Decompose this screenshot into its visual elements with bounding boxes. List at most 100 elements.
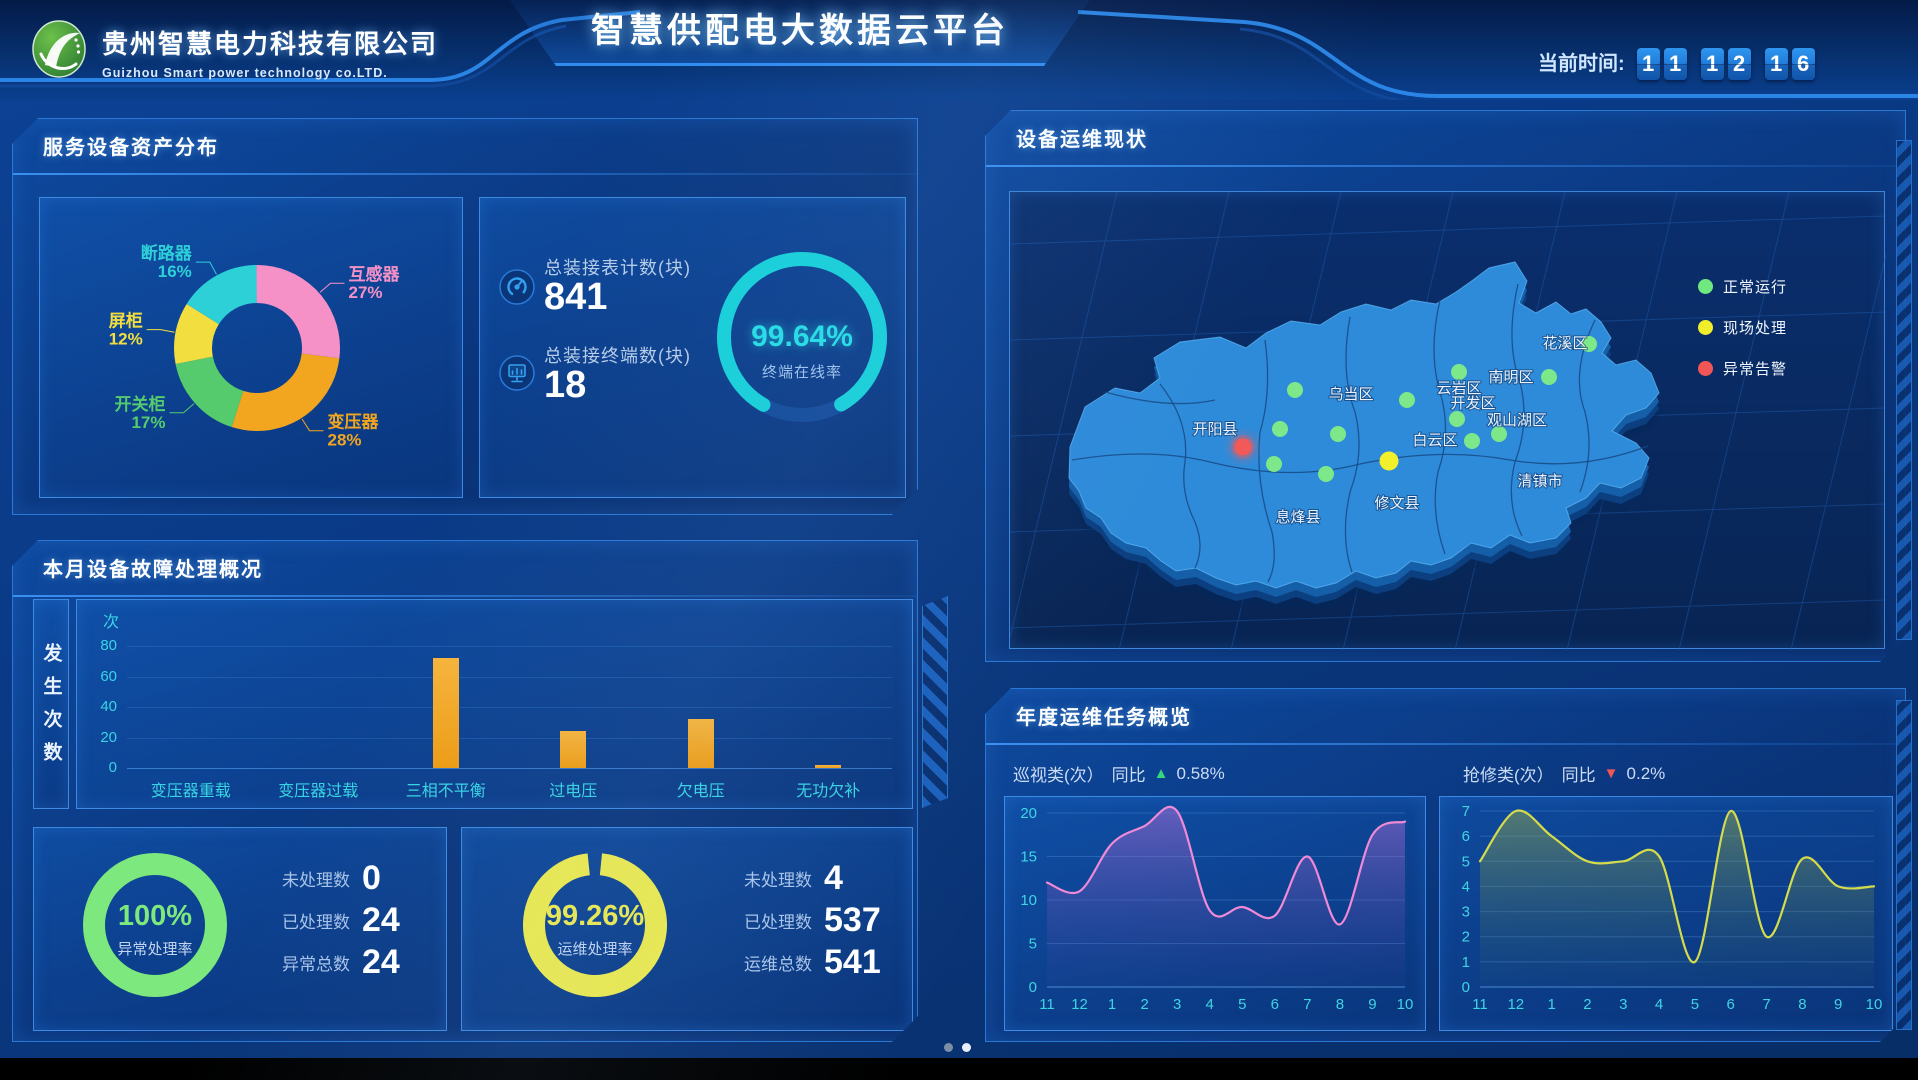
panel-equipment-status: 设备运维现状 开阳县 乌当区 花溪区 南明区 云岩区 开发区 观山湖区 白云区 清镇市 修文县 息烽… — [985, 110, 1906, 662]
bar-category-label: 过电压 — [549, 783, 598, 800]
district-border — [1345, 317, 1359, 572]
donut-slice-pct: 27% — [349, 283, 383, 302]
chart-xtick: 3 — [1619, 996, 1627, 1013]
bar-ytick: 0 — [108, 759, 117, 776]
map-landmass — [1069, 262, 1659, 588]
legend-item[interactable]: 异常告警 — [1698, 358, 1787, 379]
bar-category-label: 欠电压 — [676, 783, 725, 800]
stat-label: 已处理数 — [282, 912, 350, 932]
company-block: 贵州智慧电力科技有限公司 Guizhou Smart power technol… — [102, 24, 438, 80]
chart-area-fill — [1480, 810, 1874, 987]
maintenance-stats: 未处理数 4 已处理数 537 运维总数 541 — [708, 858, 881, 984]
chart-xtick: 12 — [1071, 996, 1088, 1013]
company-name: 贵州智慧电力科技有限公司 — [102, 29, 439, 59]
chart-ytick: 15 — [1020, 849, 1037, 866]
district-border — [1259, 340, 1274, 582]
bar-unit-label: 次 — [103, 614, 120, 631]
chart-xtick: 8 — [1798, 996, 1806, 1013]
company-name-en: Guizhou Smart power technology co.LTD. — [102, 66, 388, 80]
patrol-chart-header: 巡视类(次） 同比 ▲ 0.58% — [1013, 761, 1233, 786]
clock-digit: 1 — [1663, 48, 1687, 80]
district-border — [1072, 446, 1648, 473]
bar-ytick: 20 — [100, 728, 117, 746]
marker-normal — [1399, 392, 1415, 408]
stat-value: 537 — [824, 900, 881, 939]
repair-compare-label: 同比 — [1561, 766, 1596, 785]
chart-xtick: 5 — [1238, 996, 1246, 1013]
chart-ytick: 4 — [1462, 878, 1470, 895]
legend-item[interactable]: 现场处理 — [1698, 317, 1787, 338]
donut-slice-label: 互感器 — [349, 264, 401, 284]
panel-asset-distribution: 服务设备资产分布 互感器 27% 变压器 28% 开关柜 17% 屏柜 12% 断路器 16% 总… — [12, 118, 918, 515]
pagination-dot-1[interactable] — [944, 1043, 953, 1052]
marker-normal — [1451, 364, 1467, 380]
stat-value: 0 — [362, 858, 381, 897]
repair-delta-value: 0.2% — [1626, 763, 1666, 783]
repair-chart-header: 抢修类(次） 同比 ▼ 0.2% — [1463, 761, 1673, 786]
online-rate-gauge — [702, 237, 902, 437]
bar-category-label: 三相不平衡 — [405, 783, 486, 800]
donut-slice-pct: 16% — [158, 262, 192, 281]
chart-xtick: 10 — [1866, 996, 1883, 1013]
district-label: 乌当区 — [1328, 386, 1373, 403]
stat-value: 541 — [824, 942, 881, 981]
exception-ring — [55, 828, 255, 1028]
stat-row: 已处理数 537 — [708, 900, 881, 940]
hazard-stripe-decoration — [922, 596, 948, 808]
panel-asset-title: 服务设备资产分布 — [13, 119, 917, 175]
chart-xtick: 9 — [1834, 996, 1842, 1013]
donut-label-line — [196, 262, 217, 274]
bar-过电压 — [560, 731, 586, 768]
online-rate-value: 99.64% — [751, 320, 853, 353]
stat-row: 未处理数 0 — [246, 858, 400, 898]
district-label: 南明区 — [1488, 369, 1533, 386]
district-border — [1579, 320, 1595, 492]
asset-donut-chart: 互感器 27% 变压器 28% 开关柜 17% 屏柜 12% 断路器 16% — [39, 197, 463, 498]
district-label: 清镇市 — [1517, 473, 1562, 490]
legend-dot-icon — [1698, 320, 1713, 335]
clock-digit: 1 — [1764, 48, 1788, 80]
bar-category-label: 无功欠补 — [796, 783, 861, 800]
clock-digit: 1 — [1636, 48, 1660, 80]
bar-三相不平衡 — [433, 658, 459, 768]
bar-gridline — [127, 707, 892, 708]
chart-xtick: 3 — [1173, 996, 1181, 1013]
company-logo-icon — [32, 20, 86, 78]
occurrence-count-label: 发生次数 — [40, 643, 62, 775]
bar-category-label: 变压器重载 — [150, 783, 231, 800]
panel-map-title: 设备运维现状 — [986, 111, 1905, 167]
chart-xtick: 12 — [1507, 996, 1524, 1013]
clock-digit: 2 — [1727, 48, 1751, 80]
meter-count-label: 总装接表计数(块) — [544, 258, 691, 278]
stat-label: 异常总数 — [282, 954, 350, 974]
maintenance-rate-card: 99.26% 运维处理率 未处理数 4 已处理数 537 运维总数 541 — [461, 827, 913, 1031]
pagination-dot-2[interactable] — [962, 1043, 971, 1052]
marker-normal — [1318, 466, 1334, 482]
chart-xtick: 2 — [1583, 996, 1591, 1013]
exception-ring-readout: 100% 异常处理率 — [75, 900, 235, 959]
panel-fault-title: 本月设备故障处理概况 — [13, 541, 917, 597]
district-border — [1511, 284, 1524, 536]
legend-dot-icon — [1698, 361, 1713, 376]
legend-item[interactable]: 正常运行 — [1698, 276, 1787, 297]
repair-area-chart: 0 1 2 3 4 5 6 7 11 12 1 2 3 4 5 6 7 8 9 10 — [1439, 796, 1893, 1031]
marker-normal — [1266, 456, 1282, 472]
donut-slice-label: 开关柜 — [114, 394, 165, 414]
stat-label: 已处理数 — [744, 912, 812, 932]
legend-label: 异常告警 — [1723, 361, 1788, 378]
clock-digit: 6 — [1791, 48, 1815, 80]
chart-ytick: 6 — [1462, 828, 1470, 845]
stat-value: 4 — [824, 858, 843, 897]
chart-ytick: 3 — [1462, 904, 1470, 921]
chart-ytick: 5 — [1462, 853, 1470, 870]
bar-ytick: 80 — [100, 637, 117, 654]
donut-slice-pct: 12% — [109, 330, 143, 349]
district-label: 开阳县 — [1192, 421, 1237, 438]
stat-row: 运维总数 541 — [708, 942, 881, 982]
district-label: 观山湖区 — [1487, 412, 1547, 429]
district-label: 白云区 — [1412, 432, 1457, 449]
chart-ytick: 2 — [1462, 929, 1470, 946]
